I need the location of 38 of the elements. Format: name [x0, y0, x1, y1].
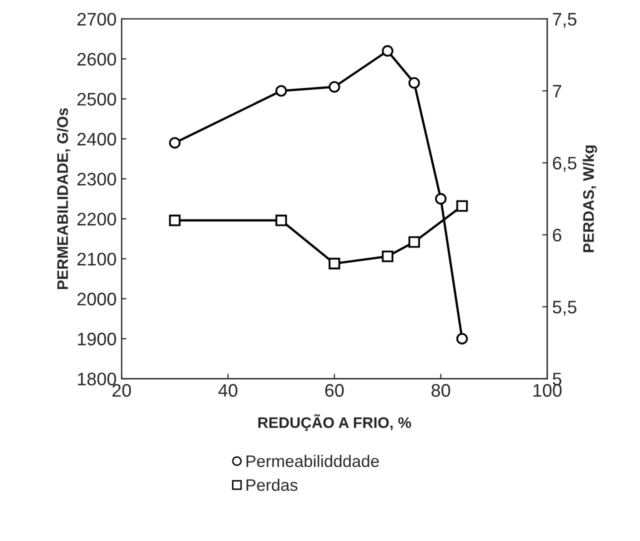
legend-label: Permeabilidddade	[246, 454, 379, 468]
y-tick-label: 2400	[77, 132, 116, 146]
y2-tick-label: 6	[552, 228, 562, 242]
y-tick-label: 2500	[77, 92, 116, 106]
y2-tick-label: 7	[552, 85, 562, 98]
point	[169, 137, 181, 149]
x-axis-title: REDUÇÃO A FRIO, %	[258, 414, 412, 432]
x-tick-label: 40	[218, 384, 238, 397]
point	[408, 236, 420, 248]
y-tick-label: 2200	[77, 212, 116, 226]
point	[456, 332, 468, 344]
legend-label: Perdas	[246, 478, 298, 491]
point	[328, 258, 340, 270]
y-tick-label: 2100	[77, 252, 116, 266]
x-tick-label: 80	[432, 384, 450, 397]
y2-tick-label: 5,5	[552, 300, 576, 316]
y-tick-label: 1900	[78, 332, 116, 346]
point	[275, 85, 287, 97]
y-tick-label: 2600	[77, 52, 116, 66]
point	[456, 200, 468, 212]
y-tick-label: 2700	[77, 12, 116, 26]
y2-axis-title: PERDAS, W/kg	[582, 146, 598, 252]
x-tick-label: 20	[112, 384, 131, 397]
y-axis-title: PERMEABILIDADE, G/Os	[56, 108, 70, 290]
x-tick-label: 100	[534, 384, 562, 397]
y2-tick-label: 7,5	[552, 13, 576, 28]
x-tick-label: 60	[325, 384, 344, 397]
point	[382, 45, 394, 57]
point	[275, 214, 287, 226]
point	[408, 77, 420, 89]
y-tick-label: 2000	[77, 292, 116, 306]
point	[435, 193, 447, 205]
y-tick-label: 1800	[78, 372, 116, 386]
y-tick-label: 2300	[77, 172, 116, 186]
point	[382, 250, 394, 262]
point	[169, 214, 181, 226]
y2-tick-label: 6,5	[552, 156, 576, 172]
point	[328, 81, 340, 93]
